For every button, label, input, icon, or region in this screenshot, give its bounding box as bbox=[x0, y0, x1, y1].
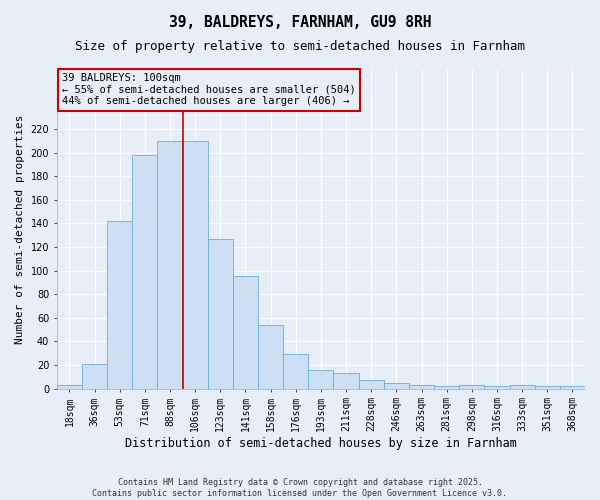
Bar bbox=[409, 385, 434, 388]
Bar bbox=[283, 354, 308, 388]
Bar bbox=[459, 385, 484, 388]
X-axis label: Distribution of semi-detached houses by size in Farnham: Distribution of semi-detached houses by … bbox=[125, 437, 517, 450]
Bar bbox=[359, 380, 384, 388]
Bar bbox=[182, 141, 208, 388]
Bar bbox=[82, 364, 107, 388]
Bar bbox=[107, 221, 132, 388]
Y-axis label: Number of semi-detached properties: Number of semi-detached properties bbox=[15, 114, 25, 344]
Bar bbox=[535, 386, 560, 388]
Text: Contains HM Land Registry data © Crown copyright and database right 2025.
Contai: Contains HM Land Registry data © Crown c… bbox=[92, 478, 508, 498]
Bar bbox=[157, 141, 182, 388]
Text: 39, BALDREYS, FARNHAM, GU9 8RH: 39, BALDREYS, FARNHAM, GU9 8RH bbox=[169, 15, 431, 30]
Text: Size of property relative to semi-detached houses in Farnham: Size of property relative to semi-detach… bbox=[75, 40, 525, 53]
Bar bbox=[57, 385, 82, 388]
Bar bbox=[132, 155, 157, 388]
Bar bbox=[384, 382, 409, 388]
Bar bbox=[434, 386, 459, 388]
Text: 39 BALDREYS: 100sqm
← 55% of semi-detached houses are smaller (504)
44% of semi-: 39 BALDREYS: 100sqm ← 55% of semi-detach… bbox=[62, 73, 356, 106]
Bar bbox=[509, 385, 535, 388]
Bar bbox=[208, 238, 233, 388]
Bar bbox=[484, 386, 509, 388]
Bar bbox=[560, 386, 585, 388]
Bar bbox=[233, 276, 258, 388]
Bar bbox=[308, 370, 334, 388]
Bar bbox=[258, 325, 283, 388]
Bar bbox=[334, 373, 359, 388]
